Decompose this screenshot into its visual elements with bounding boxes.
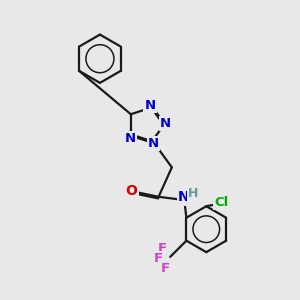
Text: F: F [161,262,170,275]
Text: O: O [126,184,137,198]
Text: N: N [148,137,159,150]
Text: N: N [178,190,190,204]
Text: N: N [125,132,136,145]
Text: Cl: Cl [214,196,229,209]
Text: N: N [145,99,156,112]
Text: F: F [158,242,166,255]
Text: H: H [188,187,199,200]
Text: F: F [153,252,162,265]
Text: N: N [160,117,171,130]
